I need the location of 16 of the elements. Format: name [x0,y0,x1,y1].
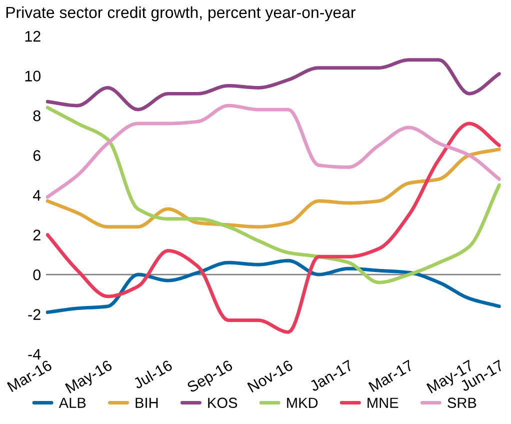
y-tick-label: 4 [32,190,41,201]
legend-label: KOS [208,398,238,408]
y-tick-label: 10 [25,70,41,82]
legend-label: MNE [368,398,398,408]
y-tick-label: -2 [28,309,40,320]
legend-label: BIH [136,398,158,408]
chart-title: Private sector credit growth, percent year-on-year [6,6,356,22]
y-tick-label: 8 [33,110,40,122]
y-tick-label: 12 [25,30,40,42]
y-tick-label: 0 [33,269,41,280]
legend-label: ALB [58,398,86,408]
y-tick-label: 2 [33,230,40,240]
legend-label: SRB [448,398,476,408]
y-tick-label: -4 [28,349,41,360]
legend-label: MKD [287,398,318,408]
y-tick-label: 6 [33,150,40,161]
